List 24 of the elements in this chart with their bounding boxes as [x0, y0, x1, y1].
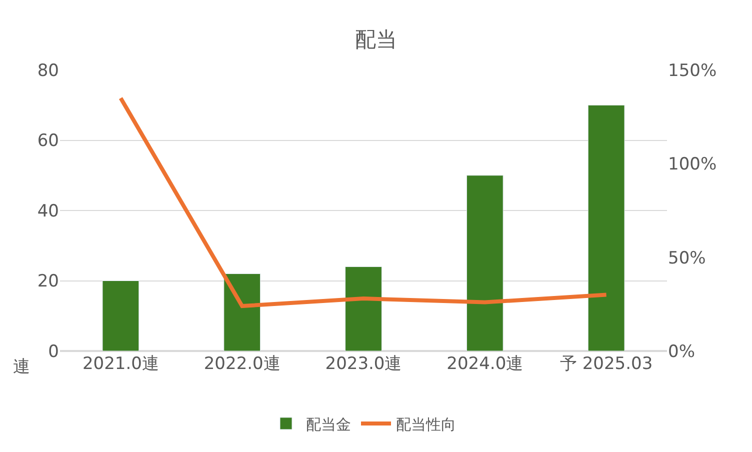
bar: [224, 273, 261, 351]
bar: [588, 104, 625, 351]
x-tick-label: 2023.0連: [325, 354, 402, 374]
y-tick-label: 20: [37, 272, 59, 292]
x-tick-label: 予 2025.03: [560, 354, 653, 374]
y2-tick-label: 50%: [668, 248, 706, 268]
bar: [466, 175, 504, 351]
legend-label: 配当性向: [396, 415, 456, 434]
y-tick-label: 80: [37, 60, 59, 81]
x-tick-label: 2021.0連: [82, 354, 159, 374]
bar: [102, 280, 140, 351]
y-tick-label: 0: [48, 342, 59, 362]
bar: [345, 266, 382, 351]
y-tick-label: 40: [37, 201, 59, 222]
y2-tick-label: 0%: [668, 342, 695, 362]
legend-label: 配当金: [306, 415, 351, 434]
chart-title: 配当: [355, 27, 397, 52]
y-tick-label: 60: [37, 131, 59, 152]
line-series: [118, 96, 608, 308]
y2-tick-label: 100%: [668, 154, 717, 175]
y2-tick-label: 150%: [668, 60, 717, 81]
x-tick-label: 2024.0連: [446, 354, 524, 374]
text: 連: [13, 357, 30, 377]
x-tick-label: 2022.0連: [204, 354, 280, 374]
